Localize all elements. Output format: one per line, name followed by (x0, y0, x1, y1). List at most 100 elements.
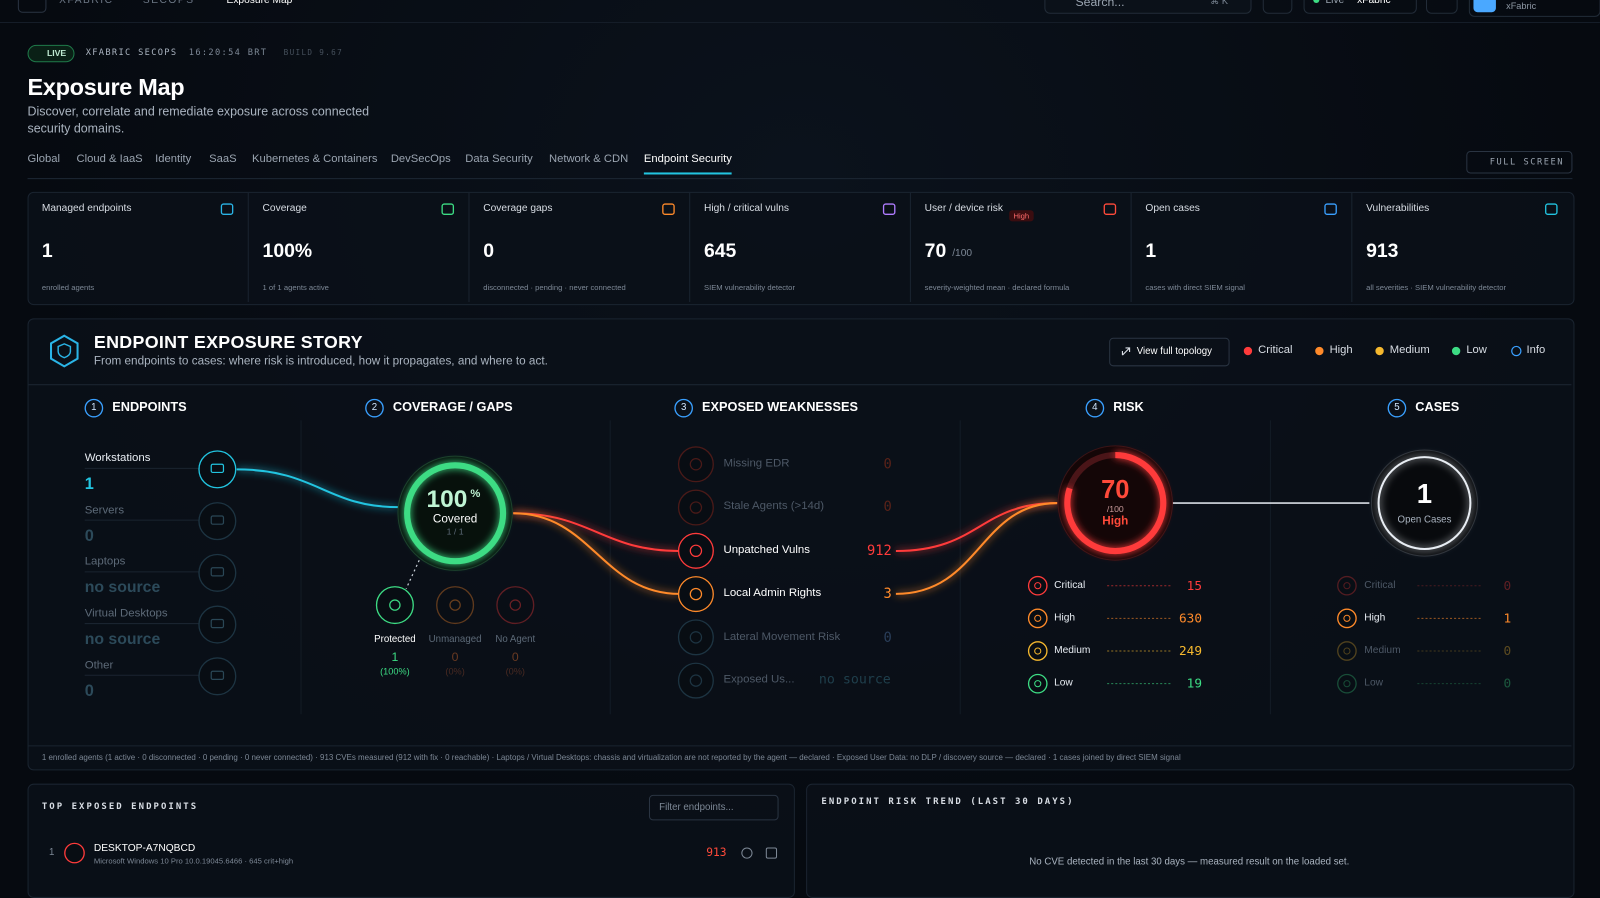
legend-dot (1511, 345, 1522, 357)
kpi-icon (1103, 203, 1117, 215)
weakness-value: 912 (866, 542, 892, 559)
legend-dot (1243, 346, 1253, 356)
severity-glyph (1343, 680, 1351, 688)
page-subtitle: Discover, correlate and remediate exposu… (27, 104, 370, 136)
endpoint-count: no source (84, 578, 161, 597)
coverage-ratio: 1 / 1 (446, 526, 464, 537)
host-name: DESKTOP-A7NQBCD (93, 842, 196, 855)
fullscreen-button[interactable]: FULL SCREEN (1466, 151, 1573, 174)
weakness-value: 3 (883, 585, 892, 603)
state-pct: (0%) (445, 666, 465, 677)
legend-label: Medium (1389, 343, 1430, 357)
weakness-name: Unpatched Vulns (723, 543, 810, 556)
status: Live (1325, 0, 1345, 7)
severity-icon (1027, 673, 1048, 694)
host-score: 913 (706, 845, 727, 860)
kpi-label: High / critical vulns (703, 203, 790, 215)
risk-gauge (1057, 445, 1173, 561)
host-icon (64, 842, 85, 864)
kpi-label: Vulnerabilities (1366, 203, 1430, 215)
weakness-glyph (689, 501, 703, 514)
tenant: xFabric (1357, 0, 1391, 7)
legend-dot (1315, 346, 1324, 356)
legend-label: High (1329, 343, 1353, 357)
step-badge (365, 398, 384, 418)
kpi-label: Coverage gaps (483, 203, 553, 215)
severity-label: Critical (1364, 579, 1396, 591)
weakness-value: 0 (883, 629, 892, 646)
legend-label: Low (1466, 343, 1487, 357)
step-number: 2 (371, 402, 378, 414)
graphics (0, 0, 1600, 864)
weakness-name: Stale Agents (>14d) (723, 500, 825, 513)
tab[interactable]: Cloud & IaaS (76, 153, 143, 166)
tab[interactable]: SaaS (209, 153, 237, 166)
severity-icon (1337, 608, 1357, 629)
endpoint-type: Workstations (84, 452, 151, 465)
home-button (17, 0, 47, 13)
weakness-glyph (689, 674, 703, 687)
kpi-badge: High (1009, 210, 1034, 222)
severity-glyph (1343, 614, 1351, 622)
endpoint-icon (198, 657, 237, 696)
endpoint-type: Other (84, 658, 114, 672)
risk-score: 70 (1101, 475, 1130, 505)
weakness-value: 0 (883, 456, 892, 473)
state-value: 1 (391, 649, 399, 665)
state-label: No Agent (495, 633, 536, 645)
column-separators (300, 420, 1271, 715)
weakness-name: Missing EDR (723, 457, 790, 470)
severity-label: High (1364, 612, 1386, 624)
weakness-glyph (689, 544, 703, 558)
state-glyph (389, 599, 401, 611)
avatar (1473, 0, 1496, 13)
weakness-icon (677, 489, 714, 526)
weakness-value: 0 (883, 499, 892, 516)
endpoint-type: Servers (84, 503, 125, 517)
severity-label: High (1054, 612, 1076, 624)
coverage-ring (397, 455, 513, 571)
tab[interactable]: Data Security (465, 153, 533, 166)
severity-label: Low (1054, 677, 1073, 689)
topology-button[interactable]: View full topology (1109, 337, 1230, 367)
kpi-value: 645 (703, 240, 737, 263)
panel-title: TOP EXPOSED ENDPOINTS (41, 802, 199, 813)
tab[interactable]: Global (27, 153, 60, 166)
panel-title: ENDPOINT RISK TREND (LAST 30 DAYS) (821, 796, 1075, 808)
device-glyph (210, 463, 225, 474)
severity-glyph (1034, 614, 1042, 622)
step-number: 1 (91, 402, 97, 414)
row-action (741, 847, 753, 859)
weakness-glyph (689, 587, 703, 601)
state-label: Protected (374, 633, 416, 645)
build: BUILD 9.67 (283, 47, 344, 58)
severity-glyph (1343, 647, 1351, 655)
tab[interactable]: Endpoint Security (643, 153, 732, 175)
kpi-note: all severities · SIEM vulnerability dete… (1366, 282, 1507, 292)
user-name: xFabric (1506, 1, 1537, 12)
tab[interactable]: Network & CDN (548, 153, 629, 166)
weakness-name: Lateral Movement Risk (723, 630, 841, 643)
severity-label: Medium (1054, 644, 1091, 657)
filter-input[interactable]: Filter endpoints... (648, 794, 779, 821)
severity-icon (1337, 641, 1357, 661)
tab[interactable]: Identity (155, 153, 192, 166)
clock: 16:20:54 BRT (188, 47, 268, 59)
weakness-glyph (689, 458, 703, 471)
weakness-glyph (689, 631, 703, 644)
state-label: Unmanaged (428, 633, 482, 645)
severity-value: 0 (1503, 675, 1512, 691)
tab[interactable]: DevSecOps (390, 153, 451, 166)
cases-label: Open Cases (1397, 514, 1452, 526)
legend-label: Critical (1258, 343, 1293, 357)
status-dot (1313, 0, 1320, 4)
cases-ring (1370, 449, 1479, 557)
kpi-value: 1 (41, 240, 53, 263)
severity-value: 15 (1186, 577, 1203, 593)
risk-max: /100 (1106, 504, 1124, 515)
trend-empty: No CVE detected in the last 30 days — me… (1029, 856, 1350, 868)
severity-icon (1027, 608, 1048, 629)
tab[interactable]: Kubernetes & Containers (252, 153, 378, 166)
search-input: Search... (1075, 0, 1125, 10)
